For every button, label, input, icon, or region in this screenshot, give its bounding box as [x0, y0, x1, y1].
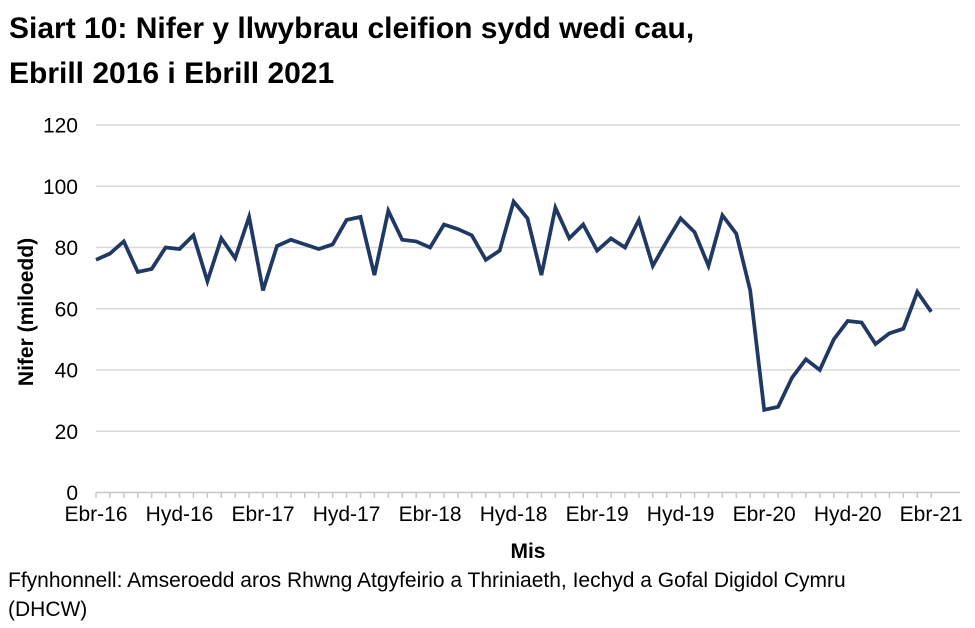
y-tick-label: 20 — [55, 421, 78, 444]
y-tick-label: 40 — [55, 360, 78, 383]
source-note-line-1: Ffynhonnell: Amseroedd aros Rhwng Atgyfe… — [8, 569, 846, 592]
chart-title: Siart 10: Nifer y llwybrau cleifion sydd… — [9, 6, 929, 96]
chart-title-line-2: Ebrill 2016 i Ebrill 2021 — [9, 57, 335, 90]
x-tick-label: Hyd-20 — [814, 503, 882, 526]
y-tick-label: 100 — [43, 176, 78, 199]
x-tick-label: Hyd-16 — [146, 503, 214, 526]
x-tick-label: Hyd-17 — [313, 503, 381, 526]
y-tick-label: 120 — [43, 115, 78, 138]
source-note-line-2: (DHCW) — [8, 598, 88, 621]
x-tick-label: Ebr-16 — [64, 503, 127, 526]
y-tick-label: 0 — [66, 482, 78, 505]
x-tick-label: Hyd-18 — [480, 503, 548, 526]
data-line-series — [95, 197, 933, 413]
x-tick-label: Ebr-18 — [399, 503, 462, 526]
chart-title-line-1: Siart 10: Nifer y llwybrau cleifion sydd… — [9, 12, 695, 45]
x-tick-label: Ebr-20 — [733, 503, 796, 526]
x-axis-title: Mis — [510, 540, 546, 563]
x-tick-label: Ebr-17 — [232, 503, 295, 526]
y-axis-title: Nifer (miloedd) — [15, 237, 38, 387]
x-tick-label: Ebr-21 — [900, 503, 963, 526]
x-tick-label: Ebr-19 — [566, 503, 629, 526]
source-note: Ffynhonnell: Amseroedd aros Rhwng Atgyfe… — [8, 566, 968, 624]
y-tick-label: 80 — [55, 237, 78, 260]
y-tick-label: 60 — [55, 298, 78, 321]
x-tick-label: Hyd-19 — [647, 503, 715, 526]
